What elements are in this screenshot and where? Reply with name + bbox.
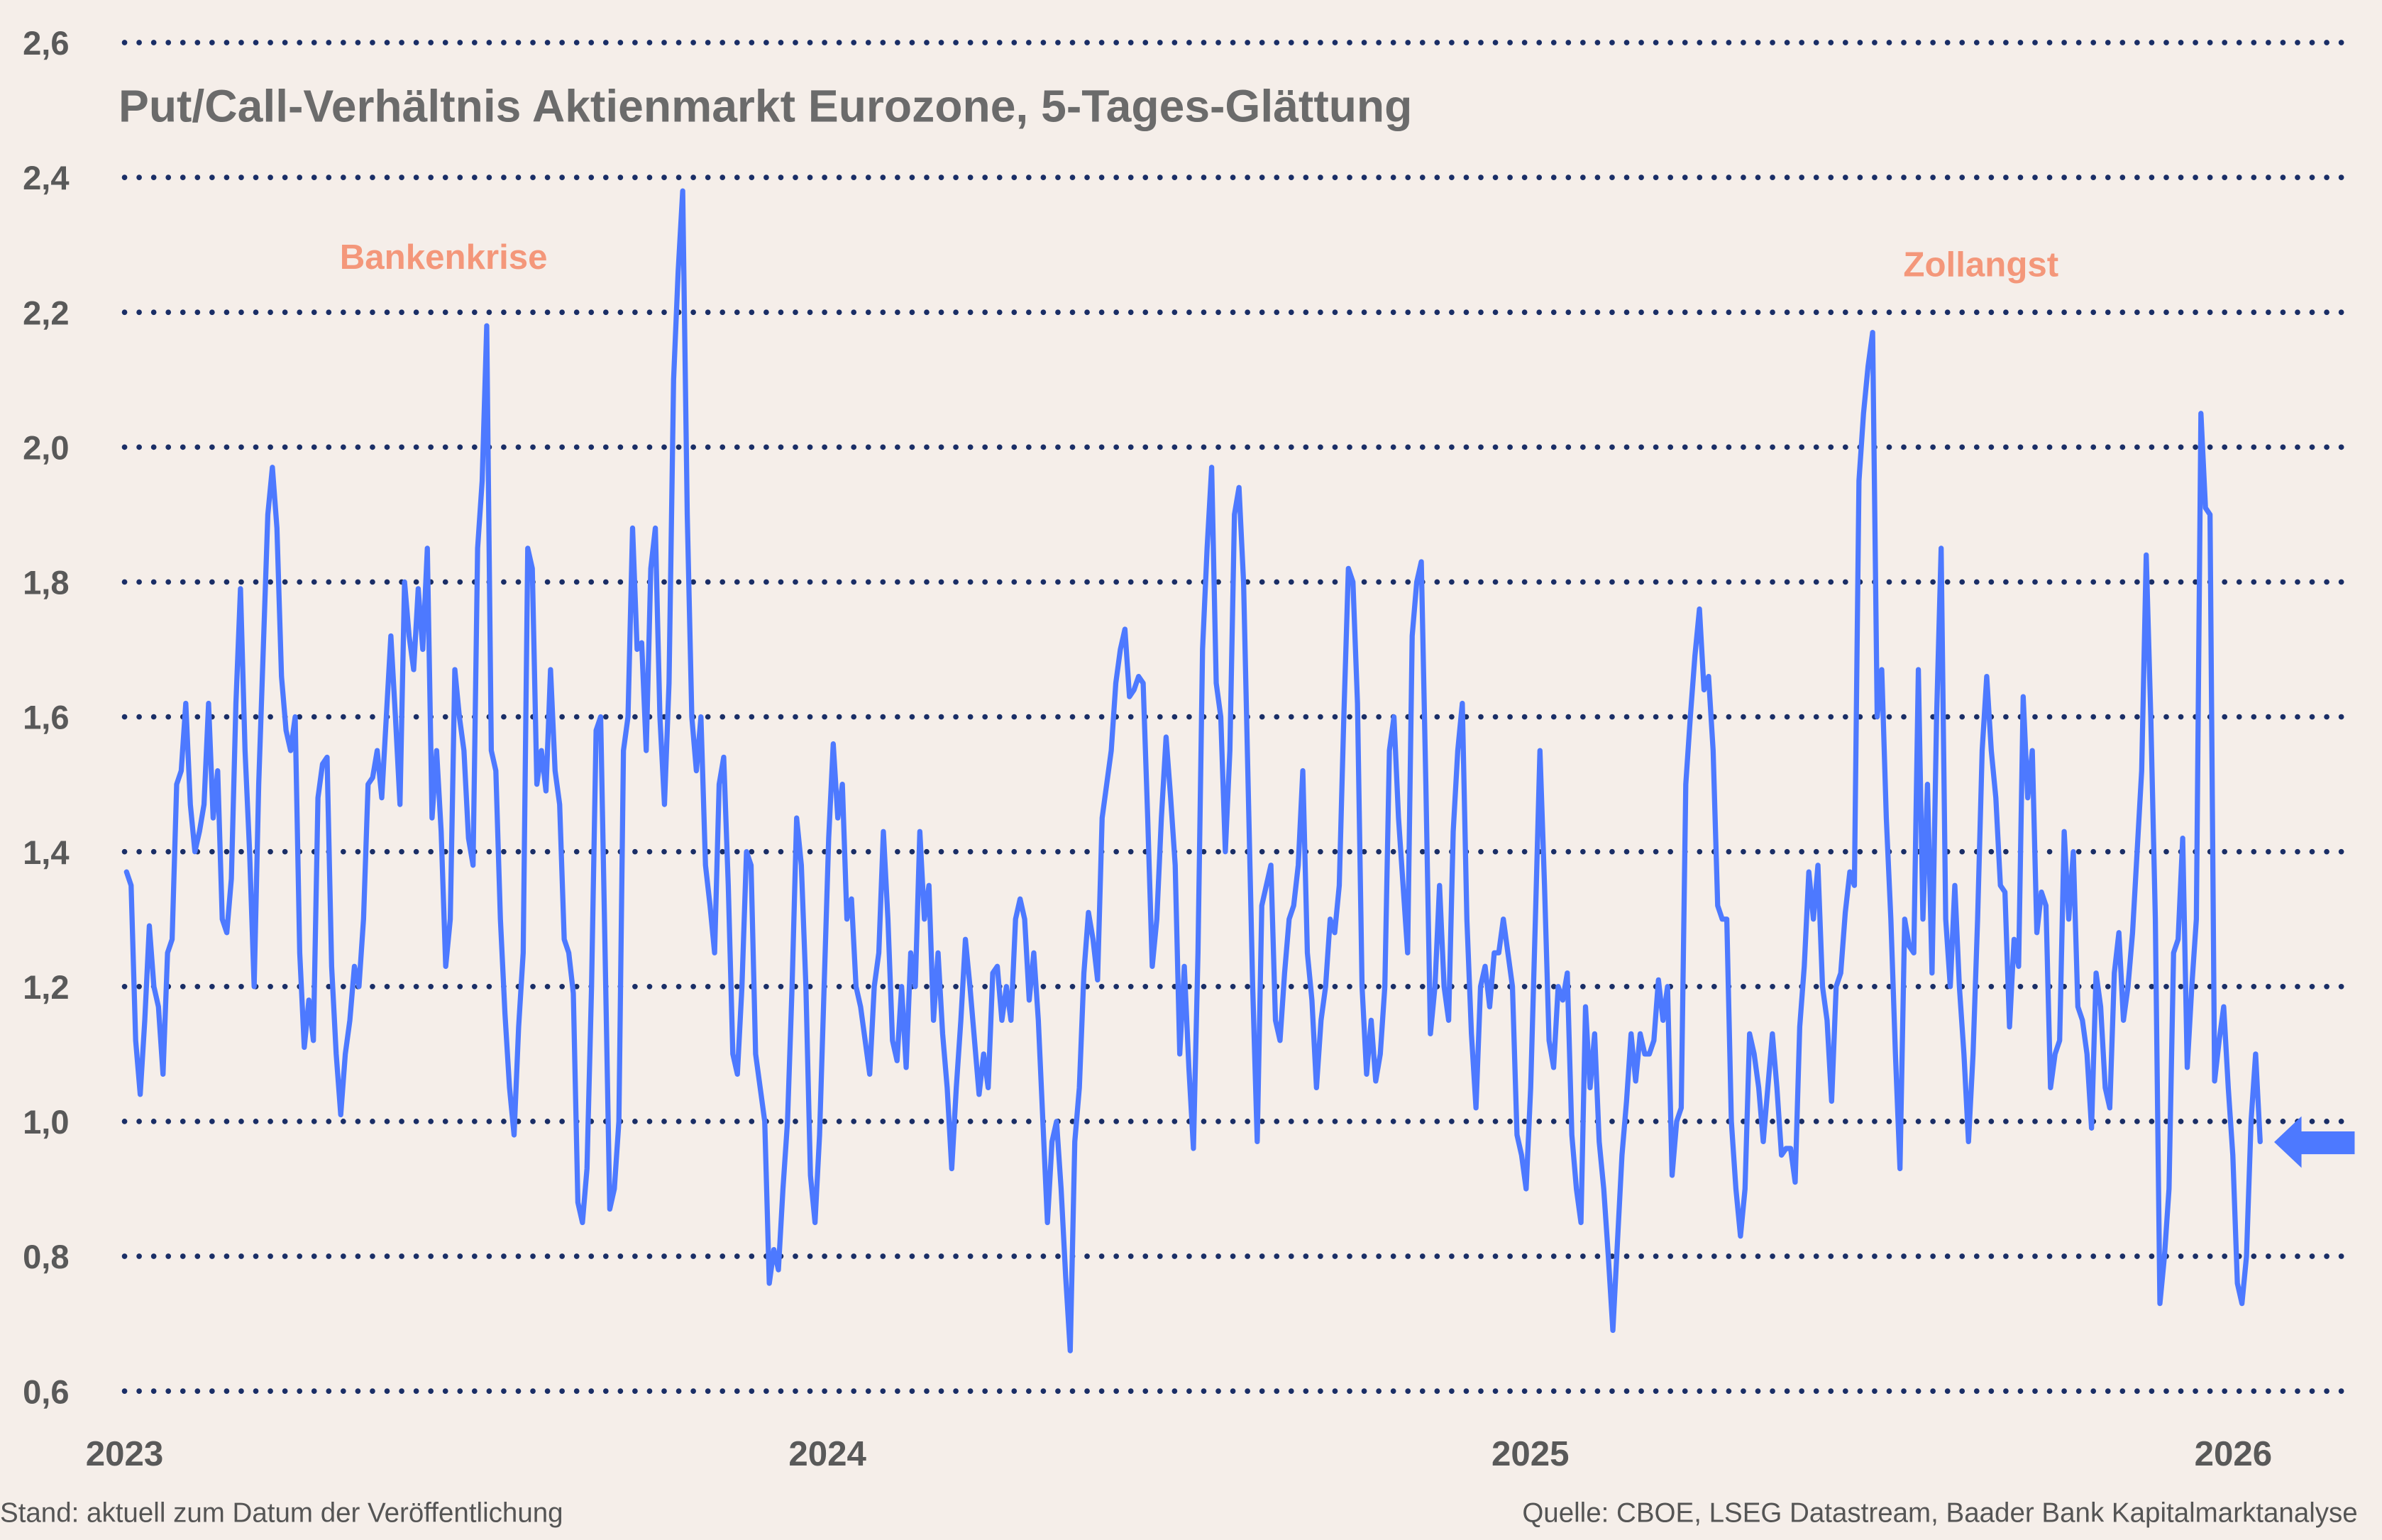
y-tick-label: 0,8	[23, 1238, 69, 1275]
y-tick-label: 2,4	[23, 159, 69, 196]
arrow-left-icon	[2273, 1116, 2355, 1168]
chart-title: Put/Call-Verhältnis Aktienmarkt Eurozone…	[118, 80, 1412, 131]
x-tick-label: 2023	[86, 1434, 164, 1473]
series-line	[123, 188, 2263, 1353]
y-tick-label: 1,6	[23, 699, 69, 736]
footer-note: Stand: aktuell zum Datum der Veröffentli…	[0, 1497, 563, 1528]
y-tick-label: 1,4	[23, 833, 69, 871]
y-tick-label: 1,8	[23, 564, 69, 602]
annotation-zollangst: Zollangst	[1903, 245, 2058, 284]
series-line-group	[123, 188, 2263, 1353]
y-tick-label: 2,6	[23, 24, 69, 62]
y-tick-label: 1,0	[23, 1103, 69, 1141]
y-tick-label: 2,0	[23, 428, 69, 466]
annotation-bankenkrise: Bankenkrise	[340, 238, 548, 277]
x-tick-label: 2025	[1491, 1434, 1570, 1473]
y-axis-ticks: 0,6 0,8 1,0 1,2 1,4 1,6 1,8 2,0 2,2 2,4 2,6	[23, 24, 69, 1410]
y-tick-label: 0,6	[23, 1373, 69, 1410]
y-tick-label: 2,2	[23, 294, 69, 331]
footer-source: Quelle: CBOE, LSEG Datastream, Baader Ba…	[1522, 1497, 2357, 1528]
y-tick-label: 1,2	[23, 968, 69, 1006]
x-axis-ticks: 2023 2024 2025 2026	[86, 1434, 2272, 1473]
x-tick-label: 2024	[788, 1434, 866, 1473]
x-tick-label: 2026	[2195, 1434, 2273, 1473]
